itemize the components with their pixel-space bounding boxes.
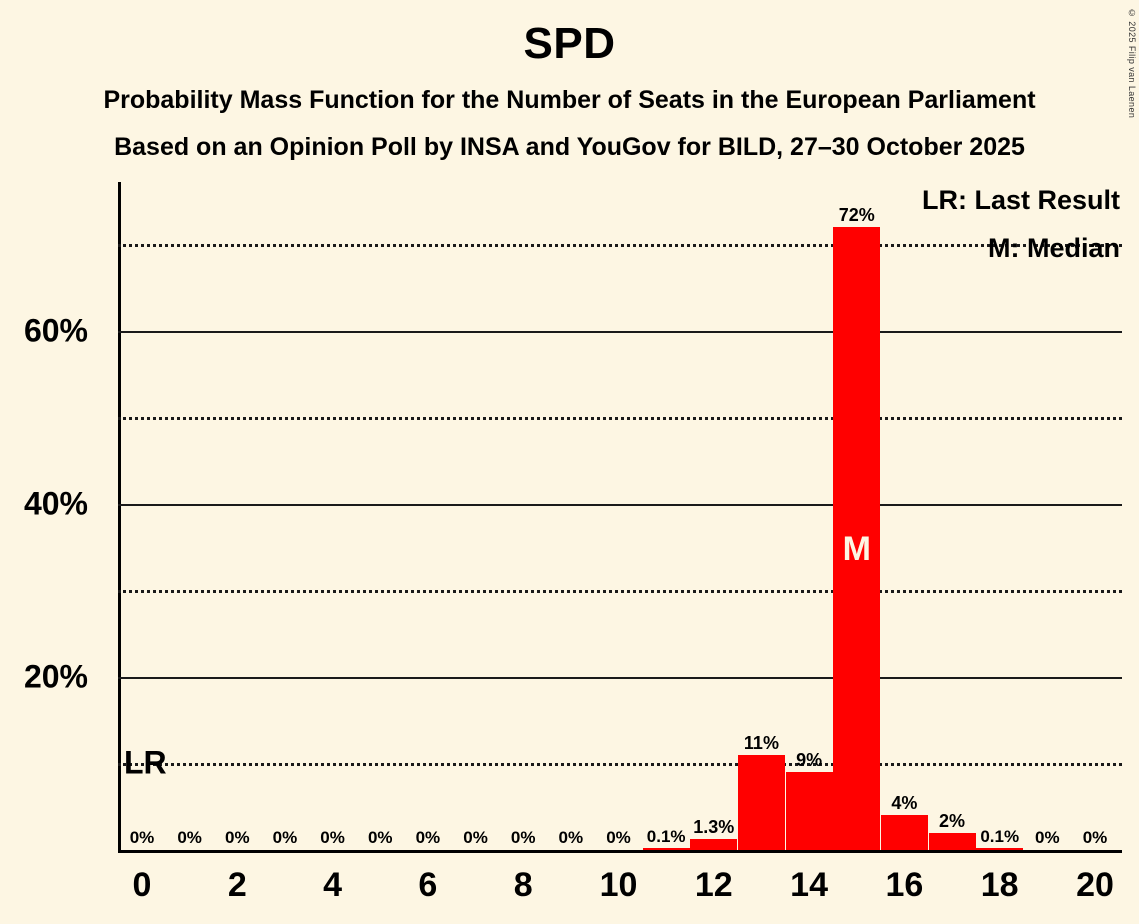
bar [833,226,881,850]
bar-value-label: 0% [510,828,536,847]
bar-value-label: 0% [320,828,345,847]
gridline-minor [118,763,1122,767]
bar-value-label: 0% [177,828,202,847]
bar-value-label: 0% [463,828,488,847]
bar [690,838,738,850]
bar-value-label: 11% [743,732,779,753]
x-axis-tick-label: 20 [1076,866,1114,904]
legend-median: M: Median [988,233,1120,263]
bar-value-label: 0% [225,828,250,847]
bar-value-label: 0.1% [646,827,686,847]
bar [785,772,833,850]
y-axis-tick-label: 40% [23,485,88,522]
x-axis-tick-label: 6 [418,866,438,904]
bar [737,754,785,850]
x-axis-tick-label: 8 [513,866,533,904]
bar-value-label: 0.1% [980,827,1020,847]
bar-value-label: 0% [1035,828,1060,847]
x-axis-tick-label: 18 [980,866,1019,904]
gridline-minor [118,590,1122,594]
gridline-major [118,676,1122,679]
page-title: SPD [523,19,616,68]
gridline-major [118,503,1122,506]
x-axis-tick-label: 12 [694,866,733,904]
legend-last-result: LR: Last Result [921,185,1120,215]
median-marker: M [842,530,871,568]
bar [976,848,1024,850]
title-block: SPD Probability Mass Function for the Nu… [0,0,1139,160]
bar [642,848,690,850]
copyright-notice: © 2025 Filip van Laenen [1127,8,1137,119]
x-axis-line [118,850,1122,853]
bar-value-label: 0% [415,828,441,847]
x-axis-tick-label: 0 [132,866,152,904]
bar-value-label: 9% [796,750,823,771]
bar-value-label: 1.3% [693,816,735,837]
bar [880,815,928,850]
bar-value-label: 0% [129,828,155,847]
bar-value-label: 0% [1082,828,1108,847]
y-axis-tick-label: 60% [23,312,88,349]
y-axis-line [118,182,121,852]
gridline-minor [118,244,1122,248]
bar [928,832,976,850]
bar-value-label: 2% [939,810,966,831]
chart-source-note: Based on an Opinion Poll by INSA and You… [114,133,1025,161]
gridline-major [118,330,1122,333]
chart-subtitle: Probability Mass Function for the Number… [103,86,1036,114]
bar-value-label: 72% [838,204,875,225]
bar-value-label: 4% [891,793,918,814]
bar-value-label: 0% [606,828,631,847]
bar-value-label: 0% [558,828,584,847]
y-axis-tick-label: 20% [23,658,88,695]
bar-value-label: 0% [272,828,298,847]
gridline-minor [118,417,1122,421]
x-axis-tick-label: 16 [885,866,924,904]
x-axis-tick-label: 10 [599,866,638,904]
bar-value-label: 0% [367,828,393,847]
last-result-marker: LR [124,744,167,781]
x-axis-tick-label: 14 [790,866,829,904]
x-axis-tick-label: 2 [227,866,247,904]
x-axis-tick-label: 4 [323,866,343,904]
